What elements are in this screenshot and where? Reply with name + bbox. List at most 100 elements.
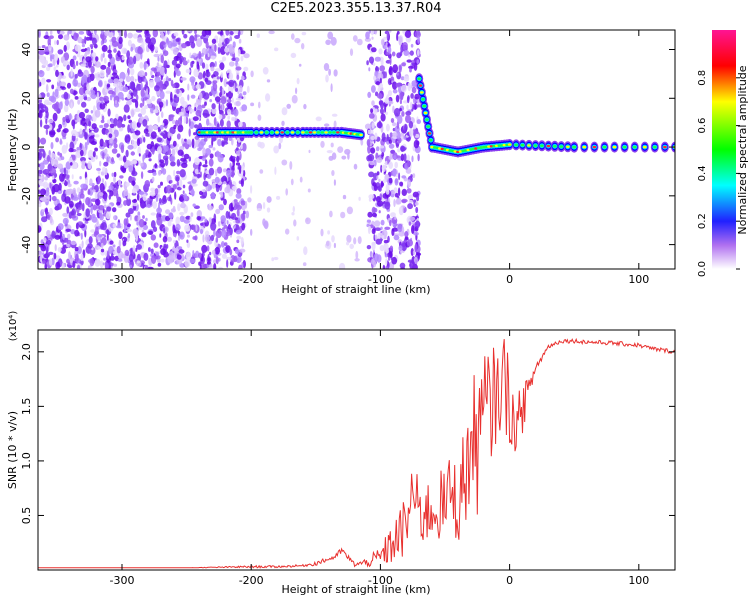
- noise-speck: [212, 80, 218, 84]
- noise-speck: [115, 85, 121, 94]
- noise-speck: [394, 161, 399, 169]
- noise-speck: [191, 178, 197, 184]
- noise-speck: [349, 243, 355, 250]
- noise-speck: [117, 258, 123, 262]
- signal-peak: [559, 145, 564, 148]
- noise-speck: [74, 161, 78, 169]
- signal-peak: [494, 144, 499, 147]
- noise-speck: [219, 118, 224, 127]
- noise-speck: [91, 52, 97, 58]
- noise-speck: [333, 242, 336, 249]
- noise-speck: [100, 242, 104, 249]
- noise-speck: [77, 71, 84, 77]
- noise-speck: [387, 46, 392, 54]
- noise-speck: [95, 226, 99, 236]
- noise-speck: [85, 56, 92, 63]
- noise-speck: [195, 109, 202, 117]
- noise-speck: [226, 184, 230, 191]
- noise-speck: [216, 166, 223, 174]
- noise-speck: [400, 146, 407, 152]
- x-tick-label: -300: [110, 574, 135, 587]
- noise-speck: [185, 251, 192, 261]
- noise-speck: [405, 114, 411, 124]
- noise-speck: [112, 244, 116, 248]
- noise-speck: [217, 42, 224, 47]
- noise-speck: [170, 197, 173, 205]
- noise-speck: [205, 71, 211, 78]
- noise-speck: [66, 82, 72, 89]
- noise-speck: [141, 232, 147, 238]
- noise-speck: [404, 236, 409, 240]
- noise-speck: [193, 124, 199, 129]
- noise-speck: [95, 155, 98, 160]
- noise-speck: [63, 167, 67, 175]
- noise-speck: [140, 82, 143, 91]
- noise-speck: [179, 215, 185, 223]
- signal-peak: [336, 131, 340, 134]
- noise-speck: [105, 139, 109, 143]
- noise-speck: [228, 79, 235, 88]
- noise-speck: [393, 107, 401, 117]
- noise-speck: [236, 235, 242, 240]
- noise-speck: [38, 109, 43, 119]
- noise-speck: [231, 116, 236, 122]
- noise-speck: [320, 140, 325, 148]
- noise-speck: [371, 212, 377, 218]
- signal-peak: [249, 131, 253, 134]
- noise-speck: [47, 154, 50, 162]
- noise-speck: [40, 137, 47, 145]
- noise-speck: [201, 52, 204, 57]
- noise-speck: [160, 258, 165, 263]
- noise-speck: [241, 104, 248, 112]
- page-title: C2E5.2023.355.13.37.R04: [270, 1, 442, 16]
- noise-speck: [157, 184, 161, 189]
- noise-speck: [68, 147, 74, 153]
- noise-speck: [63, 44, 67, 53]
- noise-speck: [127, 39, 132, 47]
- noise-speck: [86, 76, 92, 83]
- noise-speck: [205, 63, 209, 70]
- noise-speck: [242, 170, 246, 177]
- noise-speck: [289, 161, 293, 170]
- noise-speck: [397, 114, 403, 124]
- noise-speck: [39, 162, 45, 170]
- noise-speck: [78, 191, 82, 201]
- noise-speck: [243, 66, 249, 72]
- noise-speck: [109, 137, 113, 144]
- noise-speck: [154, 76, 161, 84]
- colorbar-label: Normalized spectral amplitude: [736, 65, 749, 234]
- noise-speck: [66, 142, 69, 150]
- noise-speck: [382, 264, 386, 269]
- noise-speck: [91, 189, 96, 193]
- noise-speck: [323, 63, 330, 71]
- noise-speck: [86, 30, 89, 35]
- noise-speck: [73, 32, 78, 41]
- noise-speck: [113, 143, 118, 149]
- noise-speck: [74, 44, 81, 52]
- noise-speck: [394, 216, 397, 220]
- noise-speck: [121, 55, 125, 61]
- spectrogram-frame: [37, 29, 676, 270]
- noise-speck: [286, 103, 292, 109]
- noise-speck: [172, 205, 176, 212]
- noise-speck: [131, 139, 134, 146]
- noise-speck: [200, 195, 206, 199]
- noise-speck: [378, 178, 381, 183]
- noise-speck: [198, 51, 202, 60]
- noise-speck: [203, 92, 210, 100]
- signal-peak: [223, 131, 228, 134]
- noise-speck: [371, 122, 375, 129]
- noise-speck: [71, 174, 74, 180]
- noise-speck: [220, 191, 224, 199]
- noise-speck: [409, 101, 413, 110]
- noise-speck: [159, 90, 165, 100]
- noise-speck: [187, 30, 192, 33]
- noise-speck: [211, 38, 217, 44]
- noise-speck: [127, 208, 134, 215]
- noise-speck: [111, 133, 115, 140]
- noise-speck: [384, 105, 387, 114]
- noise-speck: [94, 109, 101, 118]
- noise-speck: [94, 190, 99, 200]
- noise-speck: [107, 53, 113, 59]
- noise-speck: [221, 88, 225, 97]
